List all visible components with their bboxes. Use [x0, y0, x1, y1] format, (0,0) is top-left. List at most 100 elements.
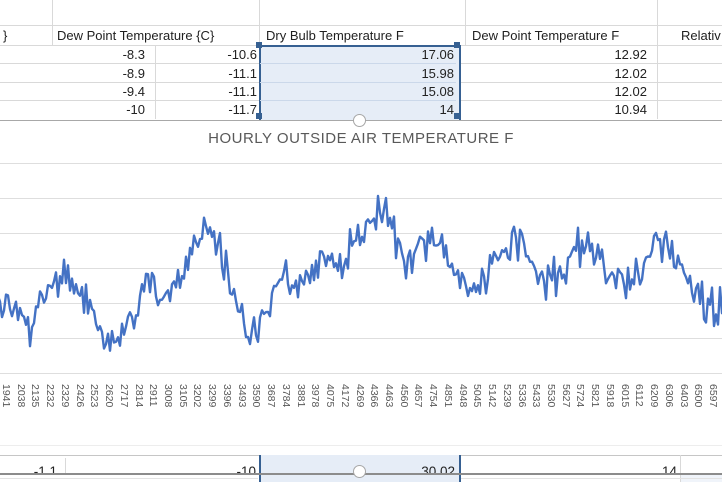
x-tick-label: 6112 — [633, 384, 646, 407]
chart-gridline — [0, 338, 722, 339]
gridline — [260, 82, 456, 83]
x-tick-label: 2038 — [14, 384, 27, 408]
x-tick-label: 5239 — [500, 384, 513, 408]
x-tick-label: 4075 — [324, 384, 337, 408]
x-tick-label: 2426 — [73, 384, 86, 408]
chart-resize-handle-bottom[interactable] — [353, 465, 366, 478]
column-header-relative-humidity[interactable]: Relativ — [681, 28, 721, 43]
x-tick-label: 6306 — [662, 384, 675, 408]
chart-gridline — [0, 163, 722, 164]
table-cell[interactable]: 17.06 — [421, 47, 454, 62]
x-tick-label: 2814 — [132, 384, 145, 408]
column-header-dry-bulb-c[interactable]: } — [3, 28, 8, 43]
x-tick-label: 3978 — [309, 384, 322, 408]
x-tick-label: 4463 — [382, 384, 395, 408]
table-cell[interactable]: -11.1 — [228, 65, 257, 81]
x-tick-label: 2329 — [58, 384, 71, 408]
selection-corner-handle[interactable] — [256, 113, 262, 119]
table-cell[interactable]: -1.1 — [33, 464, 57, 473]
gridline — [0, 25, 722, 26]
selection-corner-handle[interactable] — [454, 42, 460, 48]
table-cell[interactable]: 15.08 — [421, 84, 454, 99]
x-tick-label: 3396 — [220, 384, 233, 408]
x-tick-label: 5142 — [486, 384, 499, 408]
gridline — [680, 455, 681, 482]
chart-gridline — [0, 268, 722, 269]
x-tick-label: 5336 — [515, 384, 528, 408]
table-cell[interactable]: 14 — [661, 464, 677, 473]
x-tick-label: 5530 — [545, 384, 557, 408]
x-tick-label: 3202 — [191, 384, 204, 408]
gridline — [465, 0, 466, 45]
table-cell[interactable]: 12.02 — [614, 65, 647, 81]
x-tick-label: 3590 — [250, 384, 263, 408]
table-cell[interactable]: -9.4 — [122, 84, 145, 99]
x-tick-label: 3105 — [176, 384, 189, 408]
x-tick-label: 6597 — [707, 384, 720, 408]
gridline — [657, 0, 658, 119]
table-cell[interactable]: 10.94 — [614, 102, 647, 117]
chart-gridline — [0, 233, 722, 234]
column-header-dry-bulb-f[interactable]: Dry Bulb Temperature F — [266, 28, 404, 43]
dry-bulb-series-line[interactable] — [0, 194, 722, 352]
gridline — [259, 0, 260, 45]
gridline — [260, 100, 456, 101]
x-tick-label: 2620 — [103, 384, 116, 408]
x-tick-label: 2523 — [88, 384, 101, 408]
x-tick-label: 4560 — [397, 384, 410, 408]
table-cell[interactable]: -10 — [236, 464, 256, 473]
x-tick-label: 3008 — [162, 384, 175, 408]
x-tick-label: 3881 — [294, 384, 307, 408]
table-cell[interactable]: 14 — [439, 102, 454, 117]
x-tick-label: 2717 — [117, 384, 130, 408]
x-tick-label: 6403 — [677, 384, 690, 408]
x-tick-label: 6015 — [618, 384, 631, 408]
table-cell[interactable]: 15.98 — [421, 65, 454, 81]
x-tick-label: 4948 — [456, 384, 469, 408]
x-tick-label: 5724 — [574, 384, 587, 408]
gridline — [52, 0, 53, 45]
x-tick-label: 5433 — [530, 384, 543, 408]
table-cell[interactable]: -8.3 — [122, 47, 145, 62]
x-tick-label: 3299 — [206, 384, 219, 408]
table-cell[interactable]: 12.02 — [614, 84, 647, 99]
chart-title[interactable]: HOURLY OUTSIDE AIR TEMPERATURE F — [208, 130, 514, 147]
table-cell[interactable]: 30.02 — [421, 464, 455, 473]
chart-gridline — [0, 373, 722, 374]
table-cell[interactable]: 12.92 — [614, 47, 647, 62]
x-tick-label: 4269 — [353, 384, 366, 408]
x-tick-label: 5045 — [471, 384, 484, 408]
selected-column-range[interactable] — [259, 45, 461, 121]
x-tick-label: 2232 — [44, 384, 57, 408]
table-cell[interactable]: -10.6 — [227, 47, 257, 62]
x-tick-label: 4754 — [427, 384, 440, 408]
x-tick-label: 4172 — [338, 384, 351, 408]
x-tick-label: 2911 — [147, 384, 160, 407]
x-tick-label: 3687 — [265, 384, 278, 408]
chart-gridline — [0, 198, 722, 199]
x-tick-label: 3784 — [279, 384, 292, 408]
table-cell[interactable]: -8.9 — [122, 65, 145, 81]
gridline — [260, 63, 456, 64]
column-header-dew-point-c[interactable]: Dew Point Temperature {C} — [57, 28, 215, 43]
temperature-line-chart[interactable] — [0, 161, 722, 421]
chart-resize-handle-top[interactable] — [353, 114, 366, 127]
selection-corner-handle[interactable] — [454, 113, 460, 119]
x-tick-label: 4657 — [412, 384, 425, 408]
chart-gridline — [0, 303, 722, 304]
selection-corner-handle[interactable] — [256, 42, 262, 48]
x-tick-label: 6500 — [692, 384, 705, 408]
table-cell[interactable]: -11.1 — [228, 84, 257, 99]
x-tick-label: 2135 — [29, 384, 42, 408]
gridline — [65, 458, 66, 473]
column-header-dew-point-f[interactable]: Dew Point Temperature F — [472, 28, 620, 43]
x-tick-label: 5918 — [603, 384, 616, 408]
x-tick-label: 5821 — [589, 384, 602, 408]
table-cell[interactable]: -10 — [126, 102, 145, 117]
gridline — [461, 478, 722, 479]
x-tick-label: 3493 — [235, 384, 248, 408]
embedded-chart[interactable]: HOURLY OUTSIDE AIR TEMPERATURE F 1941 203… — [0, 121, 722, 455]
x-tick-label: 1941 — [0, 384, 12, 408]
table-cell[interactable]: -11.7 — [228, 102, 257, 117]
